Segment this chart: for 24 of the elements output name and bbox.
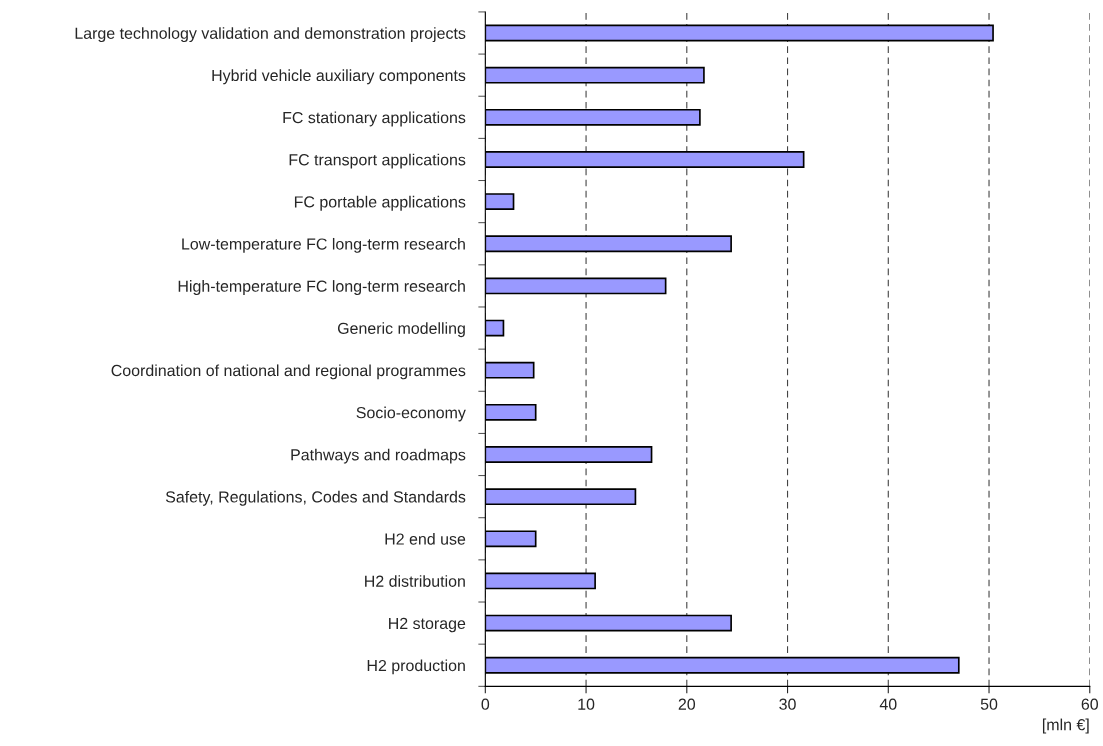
x-tick-label: 30 — [779, 698, 796, 710]
y-tick-label: Hybrid vehicle auxiliary components — [212, 69, 466, 85]
y-tick-label: H2 production — [367, 659, 465, 675]
y-tick-label: FC stationary applications — [283, 111, 466, 127]
x-tick-label: 50 — [980, 698, 998, 710]
y-tick-label: Low-temperature FC long-term research — [182, 237, 465, 253]
x-tick-label: 10 — [578, 698, 595, 710]
y-tick-label: H2 storage — [389, 617, 466, 633]
x-tick-label: 0 — [481, 698, 490, 710]
y-tick-label: Large technology validation and demonstration projects — [75, 27, 466, 43]
y-tick-label: FC transport applications — [289, 153, 466, 169]
y-tick-label: FC portable applications — [294, 195, 466, 211]
y-tick-label: Pathways and roadmaps — [291, 448, 466, 464]
x-tick-label: 40 — [879, 698, 897, 710]
y-tick-label: Safety, Regulations, Codes and Standards — [165, 490, 466, 506]
y-tick-label: H2 end use — [385, 533, 466, 545]
y-tick-label: Generic modelling — [337, 322, 465, 338]
x-axis-title: [mln €] — [1042, 718, 1089, 734]
y-tick-label: High-temperature FC long-term research — [178, 280, 465, 296]
x-tick-label: 60 — [1081, 698, 1099, 710]
y-tick-label: Socio-economy — [356, 406, 466, 422]
x-tick-label: 20 — [678, 698, 696, 710]
y-tick-label: H2 distribution — [365, 575, 465, 587]
y-tick-label: Coordination of national and regional programmes — [111, 364, 466, 380]
